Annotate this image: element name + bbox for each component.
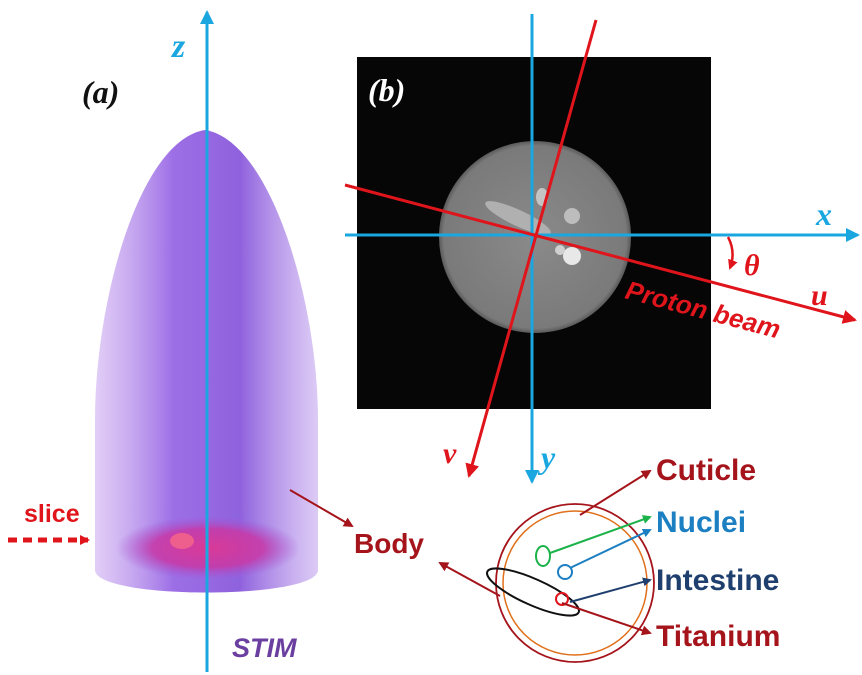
u-axis-label: u <box>811 279 828 312</box>
body-arrow-a <box>289 489 354 528</box>
nucleus-blue <box>557 564 573 580</box>
titanium-blob <box>563 247 581 265</box>
titanium-arrow <box>561 602 652 636</box>
nuclei-label: Nuclei <box>656 506 746 539</box>
cuticle-outer <box>495 503 655 663</box>
slice-hotspot <box>170 533 194 549</box>
titanium-blob-small <box>555 245 565 255</box>
panel-a-label: (a) <box>82 74 119 110</box>
u-axis <box>344 183 857 324</box>
cuticle-arrow <box>579 469 652 516</box>
nucleus-green <box>535 545 551 567</box>
v-axis-label: v <box>443 437 457 470</box>
slice-label: slice <box>24 500 80 528</box>
cuticle-label: Cuticle <box>656 454 756 487</box>
theta-arc <box>726 236 738 270</box>
cuticle-inner <box>502 510 648 656</box>
z-axis-label: z <box>171 28 186 65</box>
v-axis <box>465 19 598 478</box>
y-axis-label: y <box>537 439 556 475</box>
titanium-label: Titanium <box>656 620 780 653</box>
intestine-blob <box>485 201 551 235</box>
intestine-ellipse <box>486 567 580 617</box>
titanium-dot <box>555 592 569 606</box>
body-arrow-b <box>438 562 501 597</box>
nuclei-arrow-blue <box>569 528 652 569</box>
body-label: Body <box>354 528 424 559</box>
nucleus-blob <box>564 208 580 224</box>
schematic <box>486 503 655 663</box>
panel-b-label: (b) <box>368 72 405 108</box>
intestine-label: Intestine <box>656 564 779 597</box>
stim-label: STIM <box>232 633 297 663</box>
x-axis-label: x <box>815 196 832 232</box>
intestine-arrow <box>569 577 652 603</box>
theta-label: θ <box>744 249 760 282</box>
nuclei-arrow-green <box>549 515 652 554</box>
